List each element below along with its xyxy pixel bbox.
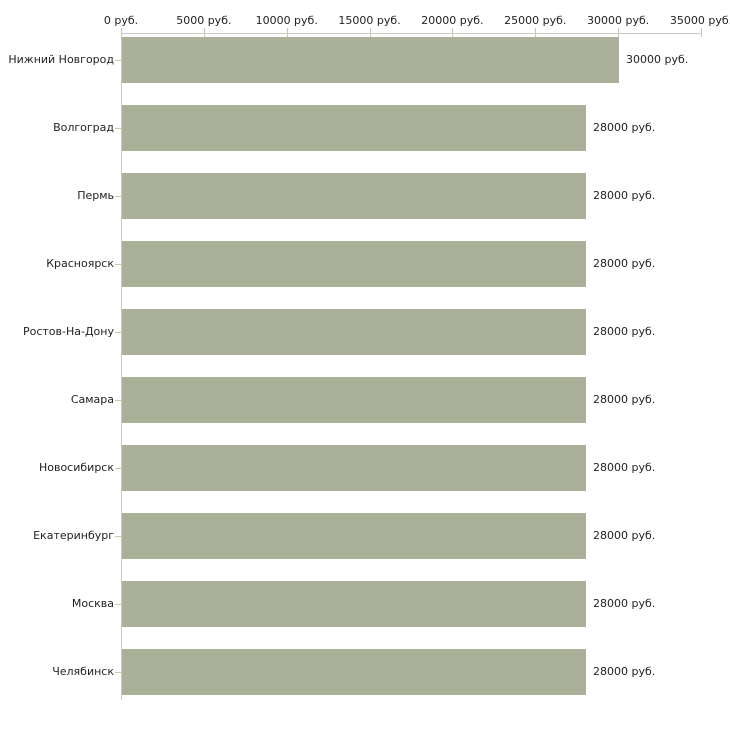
- bar-row: Новосибирск 28000 руб.: [0, 445, 730, 491]
- bar-row: Москва 28000 руб.: [0, 581, 730, 627]
- bar-row: Ростов-На-Дону 28000 руб.: [0, 309, 730, 355]
- y-axis-line: [121, 33, 122, 700]
- bar: [122, 309, 586, 355]
- x-axis-tick-mark: [121, 28, 122, 37]
- category-label: Новосибирск: [38, 461, 114, 474]
- category-tick-mark: [115, 196, 121, 197]
- value-label: 28000 руб.: [593, 529, 656, 542]
- category-tick-mark: [115, 604, 121, 605]
- category-tick-mark: [115, 60, 121, 61]
- category-label: Нижний Новгород: [8, 53, 114, 66]
- bar: [122, 445, 586, 491]
- category-label: Москва: [71, 597, 114, 610]
- x-axis-tick-label: 15000 руб.: [338, 14, 401, 27]
- bar: [122, 513, 586, 559]
- x-axis-tick-label: 20000 руб.: [421, 14, 484, 27]
- x-axis-tick-label: 5000 руб.: [176, 14, 232, 27]
- category-label: Самара: [70, 393, 114, 406]
- value-label: 28000 руб.: [593, 325, 656, 338]
- x-axis-line: [121, 33, 701, 34]
- bar-row: Красноярск 28000 руб.: [0, 241, 730, 287]
- bar: [122, 37, 619, 83]
- category-tick-mark: [115, 332, 121, 333]
- bar: [122, 105, 586, 151]
- x-axis-tick-label: 0 руб.: [103, 14, 139, 27]
- bar: [122, 581, 586, 627]
- value-label: 28000 руб.: [593, 597, 656, 610]
- x-axis-tick-mark: [701, 28, 702, 37]
- x-axis-tick-mark: [535, 28, 537, 37]
- x-axis-tick-label: 10000 руб.: [255, 14, 318, 27]
- bar-row: Челябинск 28000 руб.: [0, 649, 730, 695]
- value-label: 30000 руб.: [626, 53, 689, 66]
- bar: [122, 649, 586, 695]
- bar-row: Пермь 28000 руб.: [0, 173, 730, 219]
- x-axis-tick-mark: [618, 28, 620, 37]
- bar: [122, 173, 586, 219]
- value-label: 28000 руб.: [593, 121, 656, 134]
- category-label: Ростов-На-Дону: [22, 325, 114, 338]
- category-tick-mark: [115, 468, 121, 469]
- x-axis-tick-mark: [203, 28, 205, 37]
- category-tick-mark: [115, 400, 121, 401]
- category-label: Пермь: [77, 189, 114, 202]
- value-label: 28000 руб.: [593, 665, 656, 678]
- category-label: Волгоград: [53, 121, 114, 134]
- x-axis-tick-label: 30000 руб.: [587, 14, 650, 27]
- bar-row: Волгоград 28000 руб.: [0, 105, 730, 151]
- category-label: Екатеринбург: [33, 529, 114, 542]
- x-axis-tick-mark: [286, 28, 288, 37]
- value-label: 28000 руб.: [593, 461, 656, 474]
- category-tick-mark: [115, 264, 121, 265]
- bar-row: Самара 28000 руб.: [0, 377, 730, 423]
- bar: [122, 377, 586, 423]
- value-label: 28000 руб.: [593, 393, 656, 406]
- x-axis-tick-mark: [452, 28, 454, 37]
- x-axis-tick-mark: [369, 28, 371, 37]
- category-tick-mark: [115, 536, 121, 537]
- bar: [122, 241, 586, 287]
- bar-row: Нижний Новгород 30000 руб.: [0, 37, 730, 83]
- x-axis-tick-label: 35000 руб.: [669, 14, 730, 27]
- category-label: Челябинск: [52, 665, 114, 678]
- value-label: 28000 руб.: [593, 257, 656, 270]
- category-tick-mark: [115, 128, 121, 129]
- value-label: 28000 руб.: [593, 189, 656, 202]
- bar-row: Екатеринбург 28000 руб.: [0, 513, 730, 559]
- category-label: Красноярск: [46, 257, 114, 270]
- x-axis-tick-label: 25000 руб.: [504, 14, 567, 27]
- category-tick-mark: [115, 672, 121, 673]
